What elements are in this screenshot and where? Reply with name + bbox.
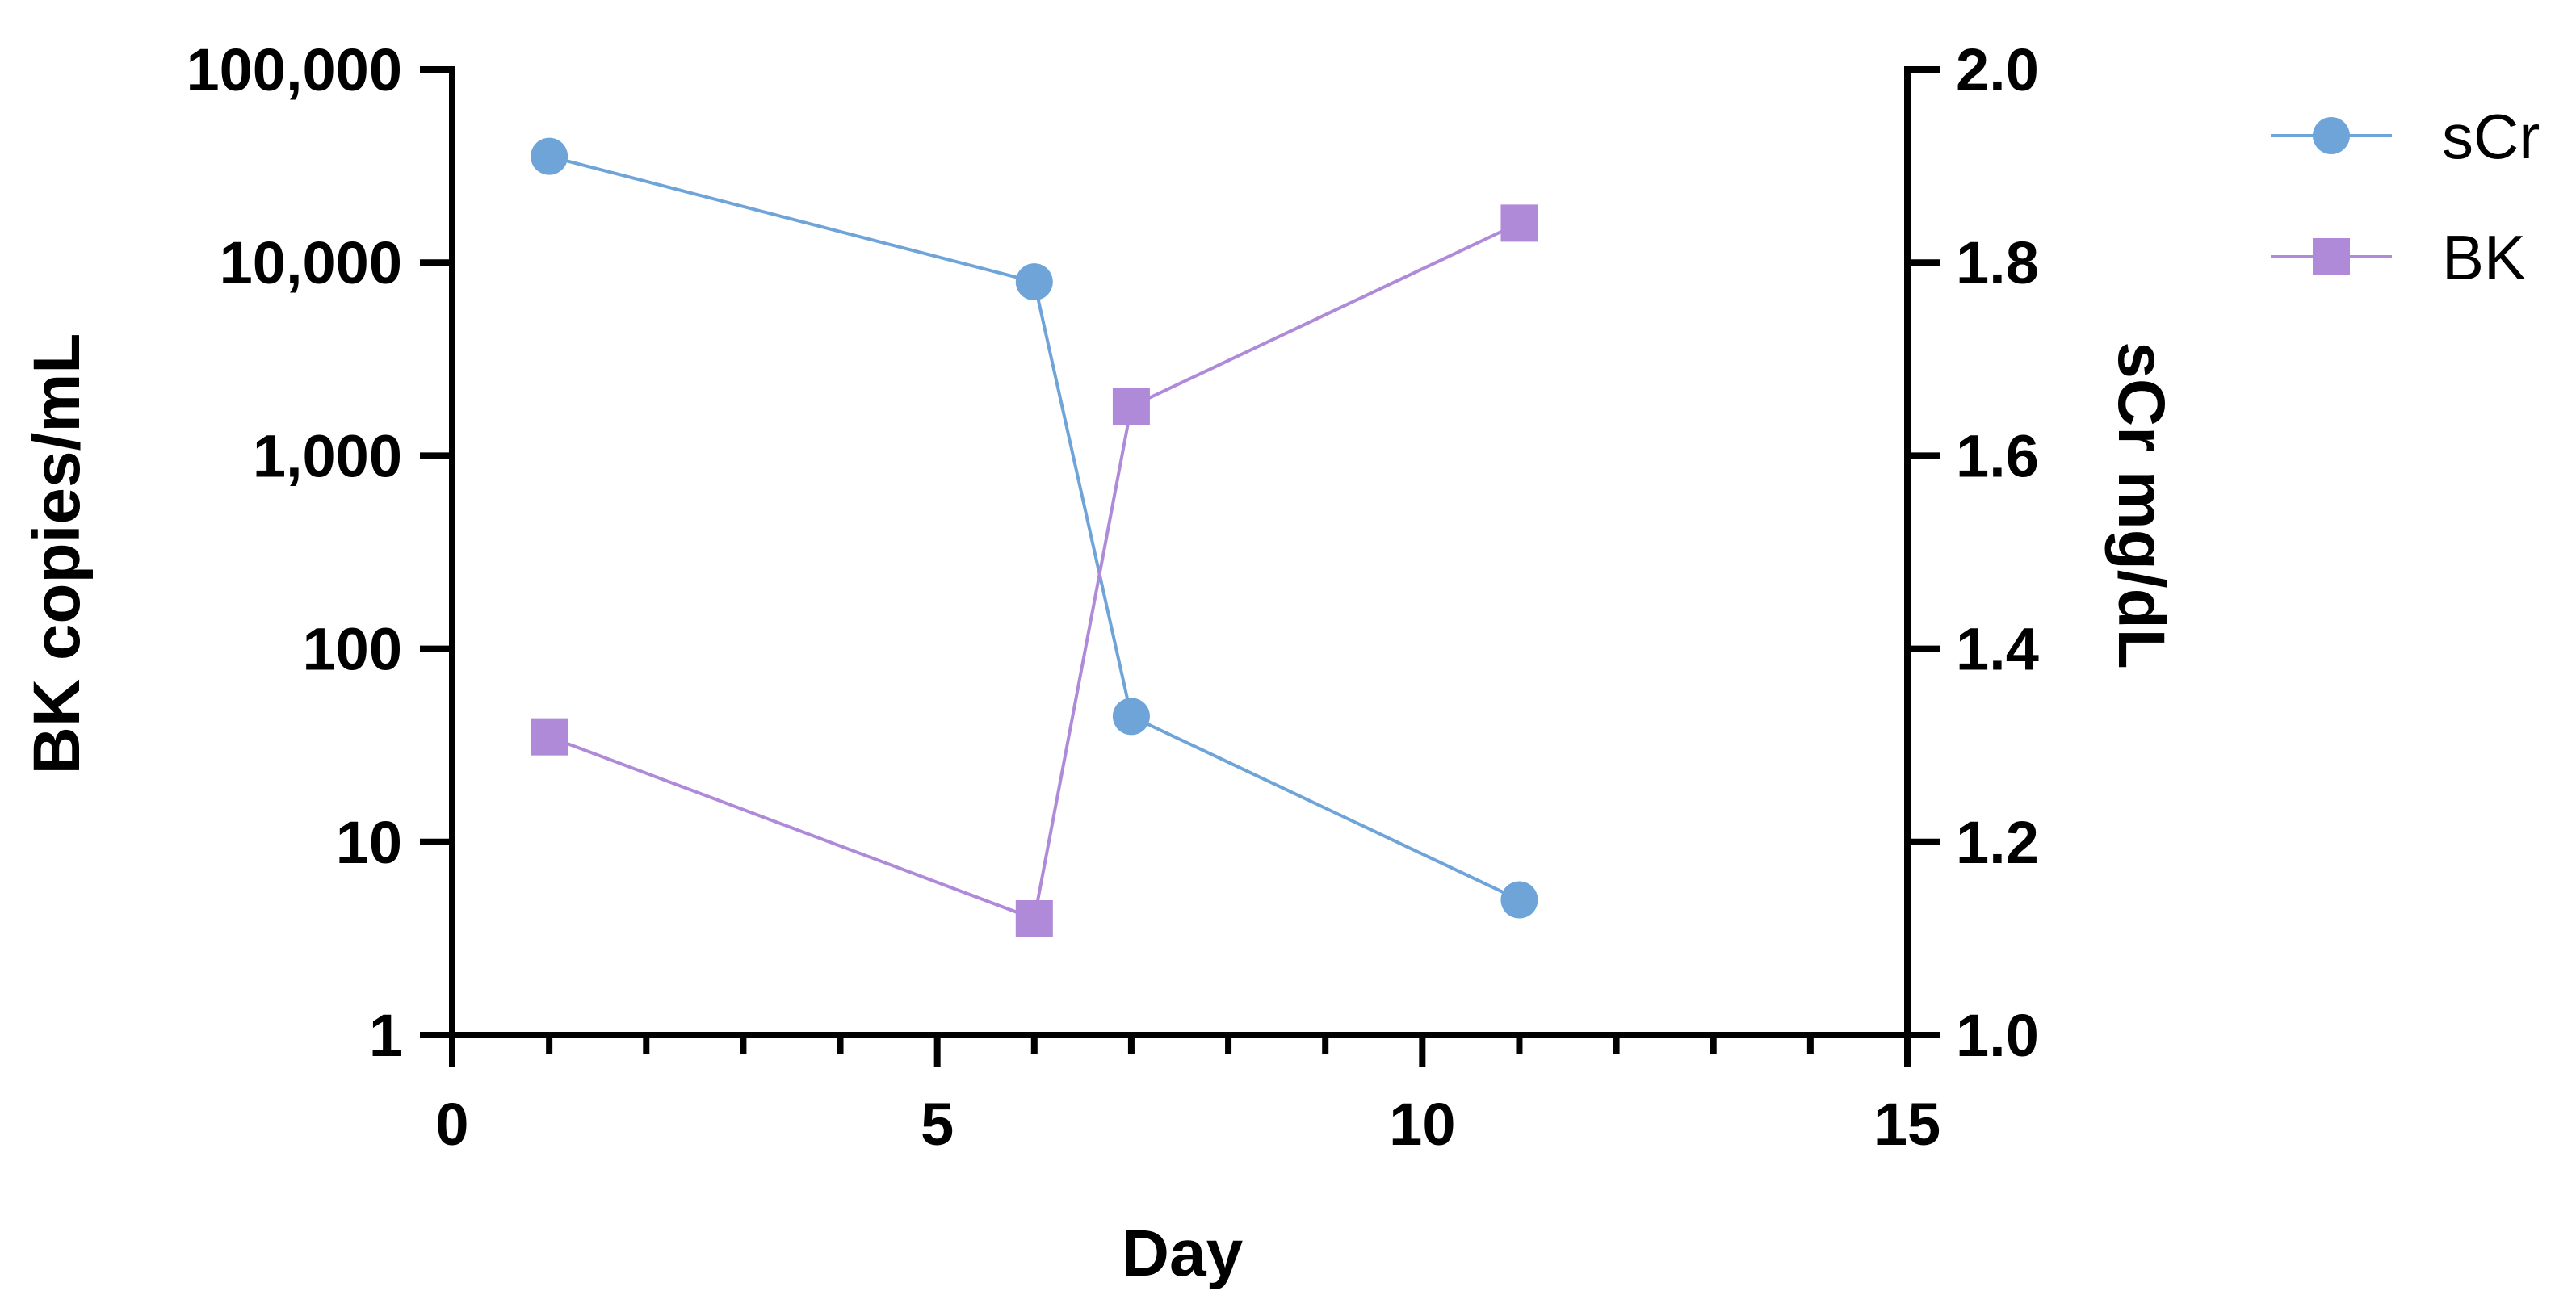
legend: sCr BK — [2271, 101, 2540, 293]
series-layer — [531, 137, 1538, 937]
x-tick-label: 0 — [435, 1091, 468, 1158]
data-point-scr — [531, 137, 568, 175]
right-y-tick-label: 1.8 — [1956, 229, 2039, 296]
left-y-tick-label: 10 — [336, 809, 402, 876]
left-y-tick-label: 10,000 — [220, 229, 402, 296]
right-y-tick-label: 1.6 — [1956, 422, 2039, 489]
right-y-tick-label: 1.2 — [1956, 809, 2039, 876]
axes: 0 5 10 15 1 10 100 1,000 10,000 100,000 1.0 1.2 1.4 1… — [187, 36, 2039, 1158]
data-point-bk — [1015, 899, 1053, 937]
data-point-bk — [531, 718, 568, 756]
left-y-tick-label: 100,000 — [187, 36, 403, 103]
data-point-scr — [1500, 881, 1538, 919]
data-point-bk — [1500, 204, 1538, 242]
left-y-axis-title: BK copies/mL — [20, 333, 94, 775]
data-point-scr — [1015, 263, 1053, 301]
series-line-bk — [548, 221, 1521, 921]
right-y-tick-label: 1.0 — [1956, 1002, 2039, 1069]
right-y-axis-title: sCr mg/dL — [2104, 342, 2178, 668]
series-line-scr — [548, 154, 1521, 902]
legend-marker-scr — [2313, 117, 2350, 154]
right-y-tick-label: 1.4 — [1956, 616, 2039, 683]
x-tick-label: 15 — [1874, 1091, 1940, 1158]
data-point-scr — [1112, 698, 1150, 736]
left-y-tick-label: 1,000 — [253, 422, 402, 489]
left-y-tick-label: 1 — [369, 1002, 402, 1069]
x-tick-label: 10 — [1389, 1091, 1455, 1158]
right-y-tick-label: 2.0 — [1956, 36, 2039, 103]
legend-marker-bk — [2313, 238, 2350, 275]
legend-label-bk: BK — [2442, 222, 2526, 293]
data-point-bk — [1112, 388, 1150, 425]
legend-label-scr: sCr — [2442, 101, 2540, 172]
left-y-tick-label: 100 — [303, 616, 402, 683]
x-tick-label: 5 — [921, 1091, 954, 1158]
x-axis-title: Day — [1122, 1217, 1244, 1290]
